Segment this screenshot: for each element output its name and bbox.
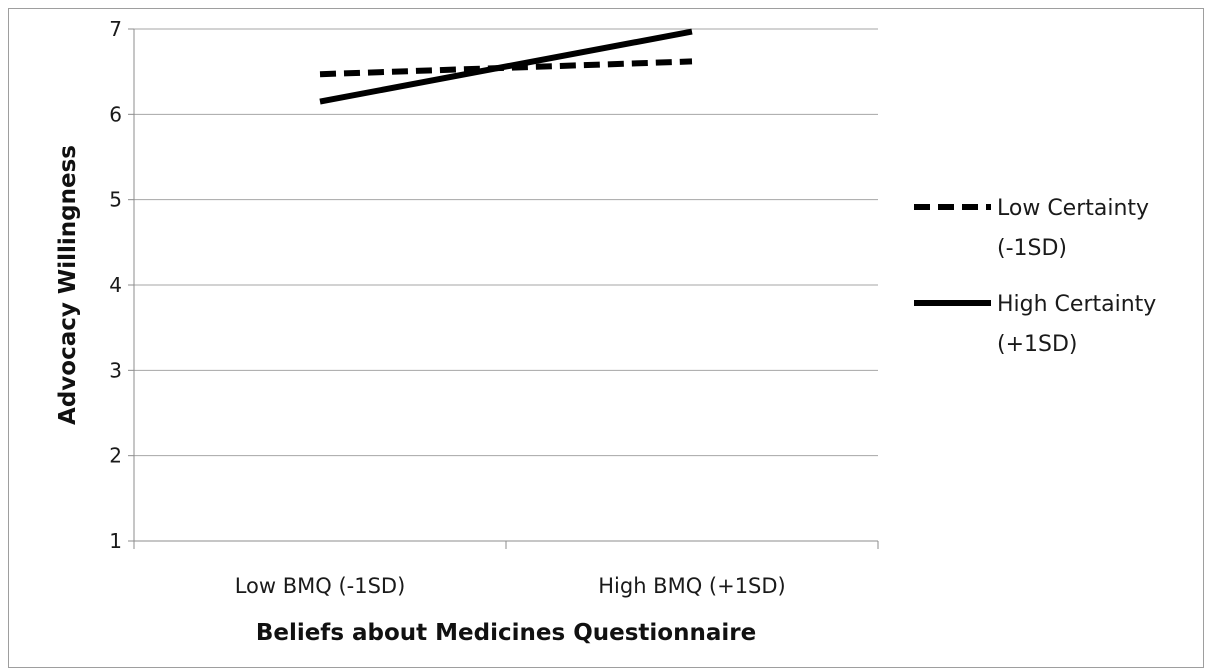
legend-label-high-certainty-line1: High Certainty — [997, 292, 1156, 317]
y-tick-label-5: 5 — [109, 188, 122, 212]
y-tick-label-4: 4 — [109, 273, 122, 297]
y-tick-label-3: 3 — [109, 358, 122, 382]
legend: Low Certainty (-1SD) High Certainty (+1S… — [914, 196, 1156, 357]
y-tick-label-2: 2 — [109, 444, 122, 468]
x-axis-title: Beliefs about Medicines Questionnaire — [256, 620, 756, 646]
legend-label-low-certainty-line1: Low Certainty — [997, 196, 1149, 221]
x-tick-label-0: Low BMQ (-1SD) — [235, 574, 406, 598]
legend-label-high-certainty-line2: (+1SD) — [997, 332, 1078, 357]
axes — [128, 28, 879, 549]
x-tick-label-1: High BMQ (+1SD) — [598, 574, 786, 598]
y-tick-label-1: 1 — [109, 529, 122, 553]
y-tick-labels: 1 2 3 4 5 6 7 — [109, 17, 122, 553]
x-tick-labels: Low BMQ (-1SD) High BMQ (+1SD) — [235, 574, 786, 598]
line-chart: 1 2 3 4 5 6 7 Low BMQ (-1SD) High BMQ (+1SD) Be… — [55, 17, 1156, 646]
y-tick-label-7: 7 — [109, 17, 122, 41]
y-tick-label-6: 6 — [109, 102, 122, 126]
y-axis-title: Advocacy Willingness — [55, 145, 81, 425]
series-line-high-certainty — [319, 28, 693, 105]
series-line-low-certainty — [319, 58, 693, 78]
gridlines — [134, 28, 878, 457]
legend-label-low-certainty-line2: (-1SD) — [997, 236, 1067, 261]
series-lines — [319, 28, 693, 105]
